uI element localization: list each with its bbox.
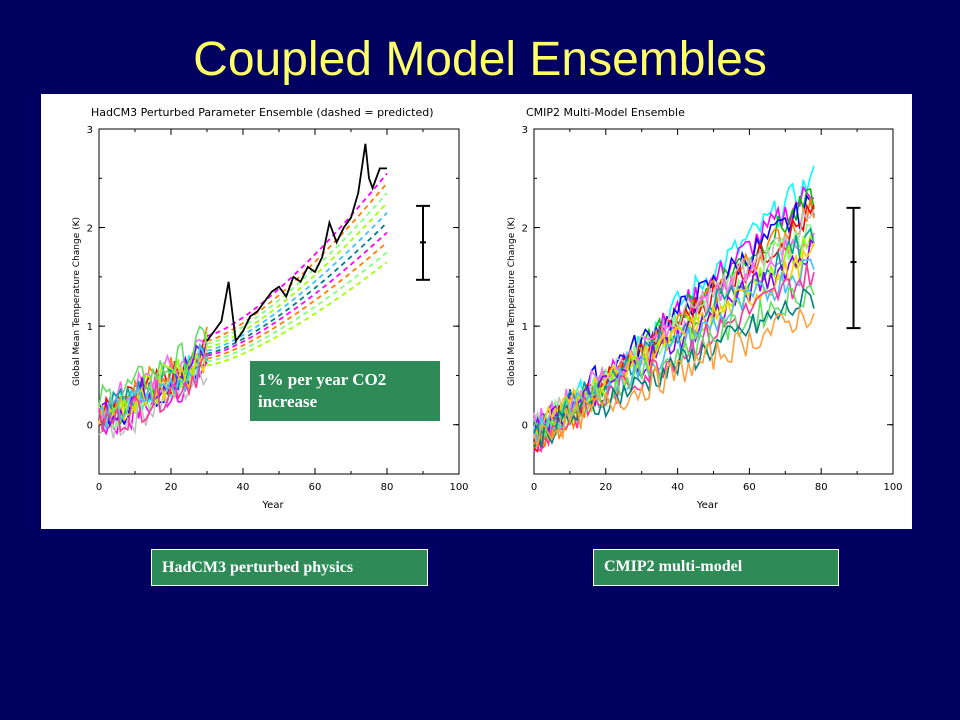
chart-title: HadCM3 Perturbed Parameter Ensemble (das…: [91, 106, 434, 119]
model-run-line: [533, 258, 815, 444]
x-axis-label: Year: [696, 500, 719, 511]
y-axis-label: Global Mean Temperature Change (K): [72, 217, 82, 386]
x-axis-label: Year: [261, 500, 284, 511]
y-tick-label: 0: [87, 421, 93, 432]
x-tick-label: 0: [531, 482, 537, 493]
predicted-dashed-line: [206, 251, 388, 363]
x-tick-label: 40: [237, 482, 250, 493]
y-tick-label: 0: [522, 421, 528, 432]
y-tick-label: 1: [87, 322, 93, 333]
x-tick-label: 60: [743, 482, 756, 493]
plot-frame: [98, 128, 460, 475]
charts-svg: HadCM3 Perturbed Parameter Ensemble (das…: [72, 106, 903, 511]
caption-right: CMIP2 multi-model: [593, 549, 839, 586]
x-tick-label: 40: [671, 482, 684, 493]
model-run-line: [533, 238, 815, 436]
y-tick-label: 2: [522, 224, 528, 235]
x-tick-label: 100: [883, 482, 902, 493]
slide-title: Coupled Model Ensembles: [193, 33, 767, 86]
y-tick-label: 1: [522, 322, 528, 333]
plot-frame: [533, 128, 894, 475]
x-tick-label: 80: [815, 482, 828, 493]
predicted-dashed-line: [206, 221, 388, 355]
caption-left: HadCM3 perturbed physics: [151, 549, 428, 586]
predicted-dashed-line: [206, 231, 388, 357]
predicted-dashed-line: [206, 172, 388, 337]
y-tick-label: 3: [87, 125, 93, 136]
x-tick-label: 0: [96, 482, 102, 493]
black-run-line: [206, 143, 387, 344]
predicted-dashed-line: [206, 182, 388, 342]
x-tick-label: 80: [381, 482, 394, 493]
model-run-line: [533, 165, 815, 435]
x-tick-label: 20: [599, 482, 612, 493]
chart-title: CMIP2 Multi-Model Ensemble: [526, 106, 685, 119]
predicted-dashed-line: [206, 241, 388, 360]
callout-box: 1% per year CO2 increase: [249, 360, 441, 422]
y-tick-label: 2: [87, 224, 93, 235]
chart-panel: HadCM3 Perturbed Parameter Ensemble (das…: [41, 94, 912, 529]
y-tick-label: 3: [522, 125, 528, 136]
ensemble-run-line: [98, 325, 208, 415]
predicted-dashed-line: [206, 261, 388, 367]
x-tick-label: 20: [165, 482, 178, 493]
predicted-dashed-line: [206, 192, 388, 345]
predicted-dashed-line: [206, 202, 388, 349]
x-tick-label: 100: [449, 482, 468, 493]
y-axis-label: Global Mean Temperature Change (K): [507, 217, 517, 386]
model-run-line: [533, 242, 815, 439]
x-tick-label: 60: [309, 482, 322, 493]
model-run-line: [533, 306, 815, 447]
model-run-line: [533, 287, 815, 448]
